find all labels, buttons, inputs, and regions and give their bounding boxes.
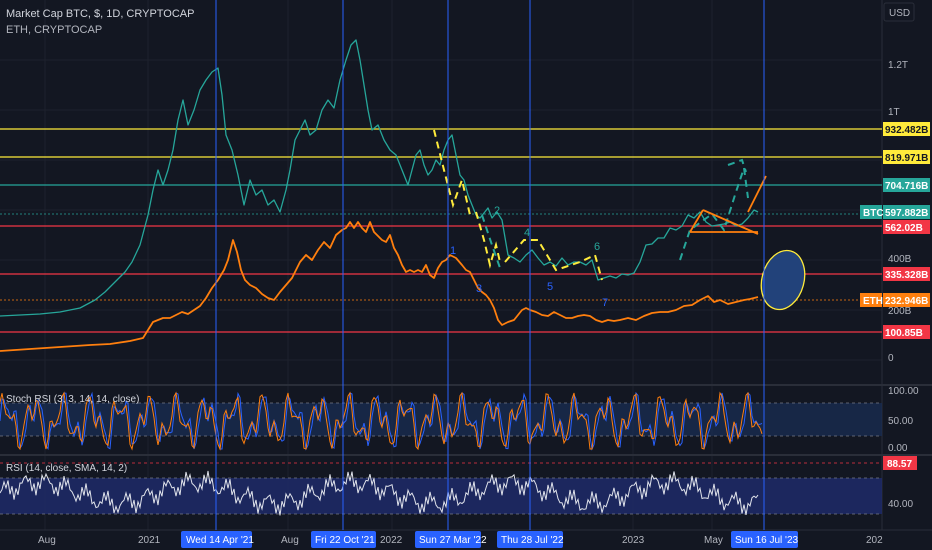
stoch-axis-0: 0.00 [888, 443, 908, 454]
rsi-title[interactable]: RSI (14, close, SMA, 14, 2) [6, 463, 127, 474]
date-highlight-apr-21-text: Wed 14 Apr '21 [186, 535, 254, 546]
btc-market-cap-series[interactable] [0, 39, 759, 317]
wedge-drawing[interactable] [689, 175, 767, 235]
price-tag-335b-text: 335.328B [885, 270, 928, 281]
date-highlight-mar-22-text: Sun 27 Mar '22 [419, 535, 487, 546]
time-axis[interactable]: Aug 2021 Aug 2022 2023 May 202 [38, 535, 883, 546]
price-tags: 932.482B 819.971B 704.716B BTC 597.882B … [860, 122, 930, 339]
rsi-axis-40: 40.00 [888, 499, 913, 510]
wave-label-7: 7 [602, 297, 608, 309]
price-axis[interactable]: USD 1.2T 1T 400B 200B 0 [883, 2, 915, 364]
eth-price-tag [883, 293, 930, 307]
btc-name-tag [860, 205, 882, 219]
btc-price-text: 597.882B [885, 208, 928, 219]
stoch-title[interactable]: Stoch RSI (3, 3, 14, 14, close) [6, 394, 139, 405]
currency-button[interactable] [883, 2, 915, 22]
axis-label-200b: 200B [888, 306, 912, 317]
date-highlight-jul-23-text: Sun 16 Jul '23 [735, 535, 799, 546]
overlay-series-title[interactable]: ETH, CRYPTOCAP [6, 24, 103, 36]
price-tag-932b [883, 122, 930, 136]
price-tag-819b [883, 150, 930, 164]
axis-label-1t: 1T [888, 107, 900, 118]
time-label-2022: 2022 [380, 535, 403, 546]
main-series-title[interactable]: Market Cap BTC, $, 1D, CRYPTOCAP [6, 8, 195, 20]
price-tag-100b-text: 100.85B [885, 328, 923, 339]
wave-label-5: 5 [547, 281, 553, 293]
btc-price-tag [883, 205, 930, 219]
price-tag-819b-text: 819.971B [885, 153, 928, 164]
stoch-axis-100: 100.00 [888, 386, 919, 397]
wave-label-2: 2 [494, 205, 500, 217]
btc-name-text: BTC [863, 208, 884, 219]
target-ellipse[interactable] [755, 246, 811, 315]
time-label-may: May [704, 535, 723, 546]
date-highlight-oct-21 [311, 531, 376, 548]
axis-label-1-2t: 1.2T [888, 60, 908, 71]
wave-drawing[interactable] [433, 129, 749, 281]
stoch-k-series[interactable] [0, 391, 763, 451]
wave-label-6: 6 [594, 241, 600, 253]
date-highlight-apr-21 [181, 531, 252, 548]
date-highlight-oct-21-text: Fri 22 Oct '21 [315, 535, 375, 546]
currency-label: USD [889, 8, 910, 19]
axis-label-zero: 0 [888, 353, 894, 364]
rsi-series[interactable] [0, 470, 759, 516]
wave-label-4: 4 [524, 227, 530, 239]
wave-label-1: 1 [450, 245, 456, 257]
date-highlight-mar-22 [415, 531, 481, 548]
rsi-band [0, 478, 882, 514]
date-highlight-jul-23 [731, 531, 798, 548]
time-label-aug-2021: Aug [281, 535, 299, 546]
price-tag-562b [883, 220, 930, 234]
chart-legend[interactable]: Market Cap BTC, $, 1D, CRYPTOCAP ETH, CR… [6, 6, 194, 38]
rsi-value-text: 88.57 [887, 459, 912, 470]
axis-label-400b: 400B [888, 254, 912, 265]
time-label-aug-2020: Aug [38, 535, 56, 546]
wave-labels: 1 3 4 5 6 7 2 [450, 205, 608, 309]
time-label-2021: 2021 [138, 535, 161, 546]
price-tag-335b [883, 267, 930, 281]
eth-name-text: ETH [863, 296, 883, 307]
eth-price-text: 232.946B [885, 296, 928, 307]
stoch-axis-50: 50.00 [888, 416, 913, 427]
stoch-d-series[interactable] [0, 391, 763, 451]
price-tag-562b-text: 562.02B [885, 223, 923, 234]
price-tag-932b-text: 932.482B [885, 125, 928, 136]
price-tag-704b [883, 178, 930, 192]
eth-name-tag [860, 293, 882, 307]
date-highlight-jul-22 [497, 531, 563, 548]
time-highlights[interactable]: Wed 14 Apr '21 Fri 22 Oct '21 Sun 27 Mar… [181, 531, 799, 548]
time-label-2023: 2023 [622, 535, 645, 546]
price-tag-704b-text: 704.716B [885, 181, 928, 192]
time-label-2024: 202 [866, 535, 883, 546]
price-tag-100b [883, 325, 930, 339]
vertical-date-lines[interactable] [215, 0, 765, 530]
indicator-axis: 100.00 50.00 0.00 88.57 40.00 [883, 386, 919, 510]
rsi-value-tag [883, 456, 917, 470]
wave-label-3: 3 [476, 283, 482, 295]
date-highlight-jul-22-text: Thu 28 Jul '22 [501, 535, 564, 546]
eth-market-cap-series[interactable] [0, 221, 759, 352]
